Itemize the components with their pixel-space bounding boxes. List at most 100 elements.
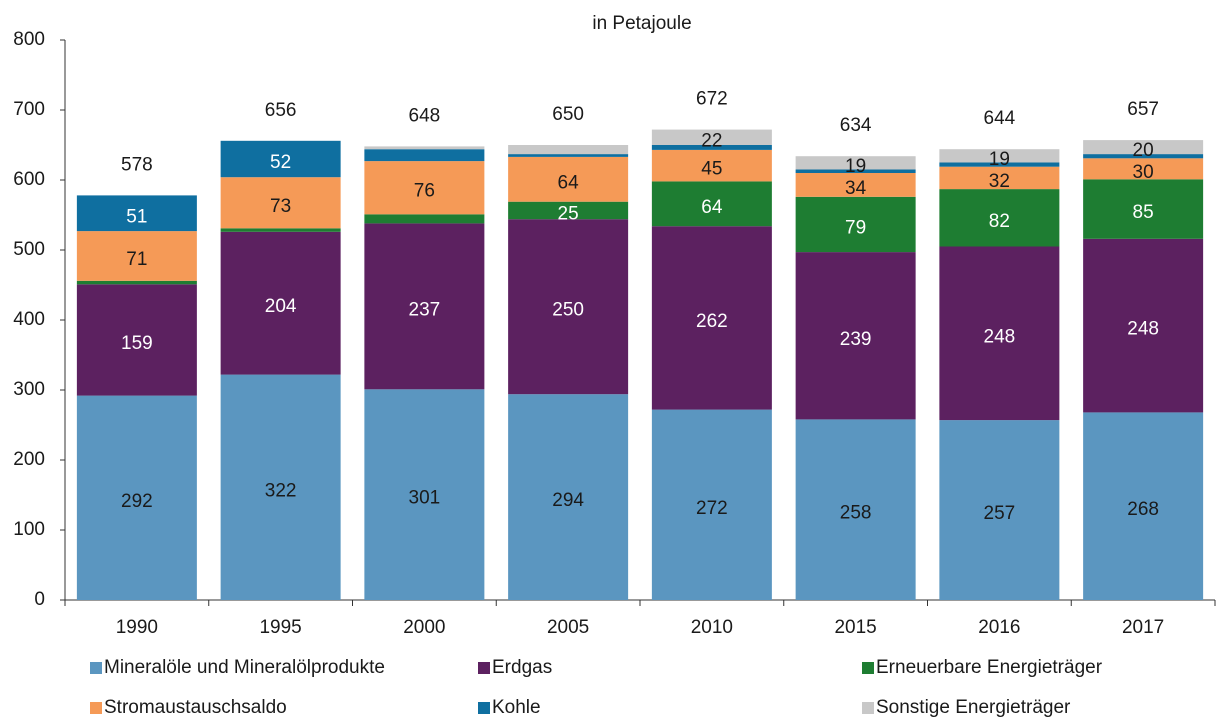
- data-label: 322: [265, 480, 297, 501]
- legend-swatch: [862, 702, 874, 714]
- y-tick-label: 500: [13, 239, 45, 260]
- bar-segment: [1083, 158, 1204, 180]
- data-label: 250: [552, 300, 584, 321]
- x-tick-label: 1995: [259, 617, 301, 638]
- data-label: 159: [121, 333, 153, 354]
- data-label: 45: [701, 159, 722, 180]
- data-label: 32: [989, 171, 1010, 192]
- bar-segment: [939, 189, 1060, 247]
- total-label: 657: [1127, 99, 1159, 120]
- bar-segment: [364, 214, 485, 224]
- data-label: 52: [270, 152, 291, 173]
- bar-segment: [364, 146, 485, 150]
- legend-swatch: [478, 702, 490, 714]
- bar-segment: [364, 223, 485, 390]
- bar-segment: [220, 140, 341, 178]
- y-tick-label: 200: [13, 449, 45, 470]
- data-label: 64: [701, 197, 723, 218]
- data-label: 248: [1127, 319, 1159, 340]
- y-tick-label: 100: [13, 519, 45, 540]
- data-label: 71: [126, 249, 147, 270]
- x-tick-label: 2017: [1122, 617, 1164, 638]
- bar-segment: [508, 145, 629, 155]
- legend-label: Sonstige Energieträger: [876, 697, 1071, 718]
- bar-segment: [76, 231, 197, 281]
- bar-segment: [939, 246, 1060, 421]
- bar-segment: [651, 129, 772, 145]
- data-label: 258: [840, 503, 872, 524]
- x-tick-label: 2010: [691, 617, 733, 638]
- bar-segment: [76, 395, 197, 600]
- bar-segment: [651, 145, 772, 150]
- bar-segment: [220, 374, 341, 600]
- total-label: 656: [265, 100, 297, 121]
- bar-segment: [508, 154, 629, 157]
- bar-segment: [364, 389, 485, 600]
- bar-segment: [939, 162, 1060, 167]
- data-label: 19: [845, 156, 866, 177]
- bar-segment: [1083, 179, 1204, 239]
- data-label: 76: [414, 181, 435, 202]
- y-tick-label: 400: [13, 309, 45, 330]
- legend-label: Kohle: [492, 697, 541, 718]
- data-label: 248: [984, 326, 1016, 347]
- bar-segment: [651, 181, 772, 227]
- data-label: 292: [121, 491, 153, 512]
- bar-segment: [795, 252, 916, 420]
- total-label: 644: [984, 108, 1016, 129]
- data-label: 25: [558, 203, 579, 224]
- bar-segment: [76, 280, 197, 285]
- bar-segment: [795, 156, 916, 170]
- x-tick-label: 1990: [116, 617, 158, 638]
- bar-segment: [508, 219, 629, 395]
- bar-segment: [220, 231, 341, 375]
- y-tick-label: 0: [34, 589, 45, 610]
- data-label: 301: [409, 488, 441, 509]
- y-tick-label: 300: [13, 379, 45, 400]
- total-label: 650: [552, 104, 584, 125]
- bar-segment: [76, 284, 197, 396]
- bar-segment: [508, 394, 629, 600]
- bar-segment: [508, 201, 629, 220]
- bar-segment: [651, 226, 772, 410]
- bar-segment: [795, 419, 916, 600]
- bar-segment: [939, 166, 1060, 190]
- legend-label: Stromaustauschsaldo: [104, 697, 287, 718]
- data-label: 294: [552, 490, 584, 511]
- total-label: 578: [121, 154, 153, 175]
- data-label: 73: [270, 196, 291, 217]
- x-tick-label: 2000: [403, 617, 445, 638]
- total-label: 648: [409, 105, 441, 126]
- legend-label: Erdgas: [492, 657, 552, 678]
- bar-segment: [795, 196, 916, 253]
- total-label: 672: [696, 89, 728, 110]
- data-label: 30: [1133, 162, 1154, 183]
- bar-segment: [651, 149, 772, 182]
- data-label: 82: [989, 211, 1010, 232]
- data-label: 239: [840, 329, 872, 350]
- bar-segment: [1083, 154, 1204, 159]
- data-label: 22: [701, 130, 722, 151]
- bar-segment: [795, 173, 916, 197]
- x-tick-label: 2015: [834, 617, 876, 638]
- data-label: 268: [1127, 499, 1159, 520]
- legend-swatch: [90, 702, 102, 714]
- legend-swatch: [90, 662, 102, 674]
- bar-segment: [1083, 238, 1204, 413]
- data-label: 34: [845, 178, 867, 199]
- data-label: 51: [126, 206, 147, 227]
- bar-segment: [220, 228, 341, 232]
- data-label: 64: [558, 172, 580, 193]
- legend-label: Erneuerbare Energieträger: [876, 657, 1103, 678]
- legend-swatch: [862, 662, 874, 674]
- data-label: 237: [409, 299, 441, 320]
- total-label: 634: [840, 115, 872, 136]
- bar-segment: [939, 420, 1060, 600]
- bar-segment: [795, 169, 916, 173]
- data-label: 79: [845, 217, 866, 238]
- bar-segment: [220, 177, 341, 229]
- y-tick-label: 600: [13, 169, 45, 190]
- x-tick-label: 2016: [978, 617, 1020, 638]
- bar-segment: [76, 195, 197, 232]
